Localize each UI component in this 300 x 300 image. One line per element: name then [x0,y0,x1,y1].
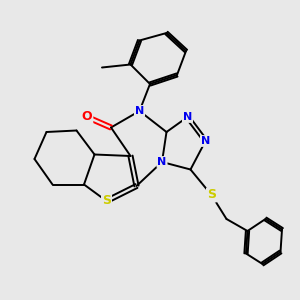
Text: N: N [158,157,166,167]
Text: S: S [207,188,216,202]
Text: N: N [135,106,144,116]
Text: O: O [82,110,92,124]
Text: N: N [183,112,192,122]
Text: N: N [201,136,210,146]
Text: S: S [102,194,111,208]
